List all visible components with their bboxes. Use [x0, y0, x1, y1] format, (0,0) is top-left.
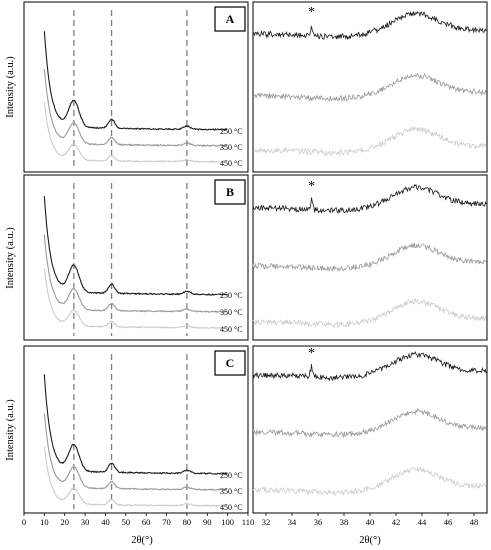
left-x-axis: 0 10 20 30 40 50 60 70 80 90 100 110 [22, 513, 254, 527]
left-x-axis-title: 2θ(°) [131, 535, 153, 546]
panel-A-right-frame [252, 1, 488, 173]
panel-C-series-2-label: 350 °C [220, 487, 243, 496]
panel-A-left: A 250 °C 350 °C 450 °C [23, 1, 249, 173]
right-x-axis: 32 34 36 38 40 42 44 46 48 [262, 513, 479, 527]
left-x-tick-label-9: 90 [203, 517, 212, 527]
panel-B-left-series-3 [43, 268, 228, 330]
panel-C-label: C [226, 356, 235, 370]
right-x-tick-label-5: 42 [392, 517, 401, 527]
panel-C-right: * [252, 345, 488, 514]
right-x-tick-label-7: 46 [444, 517, 453, 527]
panel-C-left-series-1 [43, 374, 228, 475]
left-panels: A 250 °C 350 °C 450 °C B 250 °C 350 °C 4… [22, 1, 254, 546]
panel-A-series-2-label: 350 °C [220, 143, 243, 152]
panel-A-label-box [214, 6, 246, 32]
panel-C-label-box [214, 350, 246, 376]
left-x-tick-label-10: 100 [221, 517, 234, 527]
y-axis-title-C: Intensity (a.u.) [5, 399, 16, 461]
panel-A-peak-marker: * [308, 5, 315, 20]
y-axis-title-B: Intensity (a.u.) [5, 227, 16, 289]
right-x-tick-label-8: 48 [470, 517, 479, 527]
panel-C-left-series-2 [43, 413, 228, 491]
left-x-tick-label-11: 110 [242, 517, 254, 527]
panel-B-left-series-2 [43, 234, 228, 314]
panel-B-right-frame [252, 174, 488, 341]
panel-A-left-plot [43, 10, 228, 168]
right-x-axis-title: 2θ(°) [359, 535, 381, 546]
y-axis-titles: Intensity (a.u.) Intensity (a.u.) Intens… [5, 56, 16, 461]
panel-B-series-3-label: 450 °C [220, 325, 243, 334]
panel-A-series-3-label: 450 °C [220, 159, 243, 168]
left-x-tick-label-5: 50 [122, 517, 131, 527]
panel-C-left-frame [23, 345, 249, 514]
panel-B-left: B 250 °C 350 °C 450 °C [23, 174, 249, 341]
left-x-tick-label-4: 40 [101, 517, 110, 527]
panel-C-left-plot [43, 354, 228, 509]
panel-B-label-box [214, 179, 246, 205]
panel-A-right-series-1 [252, 11, 487, 41]
left-x-tick-label-1: 10 [40, 517, 49, 527]
panel-B-label: B [226, 185, 234, 199]
panel-B-left-plot [43, 183, 228, 336]
panel-C-right-series-3 [252, 466, 487, 497]
left-x-tick-label-7: 70 [162, 517, 171, 527]
panel-C-left: C 250 °C 350 °C 450 °C [23, 345, 249, 514]
panel-B-left-series-1 [43, 196, 228, 296]
left-x-tick-label-6: 60 [142, 517, 151, 527]
panel-B-peak-marker: * [308, 179, 315, 194]
left-x-tick-label-2: 20 [60, 517, 69, 527]
panel-B-right-plot: * [252, 179, 487, 329]
panel-A-right: * [252, 1, 488, 173]
panel-A-left-frame [23, 1, 249, 173]
panel-C-right-series-1 [252, 351, 487, 382]
right-x-tick-label-0: 32 [262, 517, 271, 527]
right-x-tick-label-3: 38 [340, 517, 349, 527]
panel-A-left-series-1 [43, 31, 228, 131]
panel-B-left-frame [23, 174, 249, 341]
panel-A-left-series-3 [43, 101, 228, 164]
right-x-tick-label-2: 36 [314, 517, 323, 527]
panel-C-series-3-label: 450 °C [220, 503, 243, 512]
panel-A-right-series-2 [252, 73, 487, 102]
panel-B-series-1-label: 250 °C [220, 291, 243, 300]
panel-C-peak-marker: * [308, 346, 315, 361]
panel-C-right-plot: * [252, 346, 487, 497]
panel-B-series-2-label: 350 °C [220, 308, 243, 317]
panel-B-right-series-3 [252, 298, 487, 329]
panel-A-right-series-3 [252, 125, 487, 157]
panel-A-series-1-label: 250 °C [220, 127, 243, 136]
right-panels: * * * 32 34 36 38 40 42 44 46 48 2θ(°) [252, 1, 488, 546]
left-x-tick-label-0: 0 [22, 517, 26, 527]
panel-B-right: * [252, 174, 488, 341]
right-x-tick-label-6: 44 [418, 517, 427, 527]
panel-B-right-series-2 [252, 242, 487, 273]
panel-A-right-plot: * [252, 5, 487, 157]
panel-A-left-series-2 [43, 68, 228, 148]
left-x-tick-label-8: 80 [183, 517, 192, 527]
y-axis-title-A: Intensity (a.u.) [5, 56, 16, 118]
panel-B-right-series-1 [252, 183, 487, 214]
right-x-tick-label-1: 34 [288, 517, 297, 527]
panel-C-series-1-label: 250 °C [220, 471, 243, 480]
right-x-tick-label-4: 40 [366, 517, 375, 527]
panel-C-left-series-3 [43, 446, 228, 508]
left-x-tick-label-3: 30 [81, 517, 90, 527]
panel-C-right-series-2 [252, 408, 487, 439]
panel-A-label: A [226, 12, 235, 26]
